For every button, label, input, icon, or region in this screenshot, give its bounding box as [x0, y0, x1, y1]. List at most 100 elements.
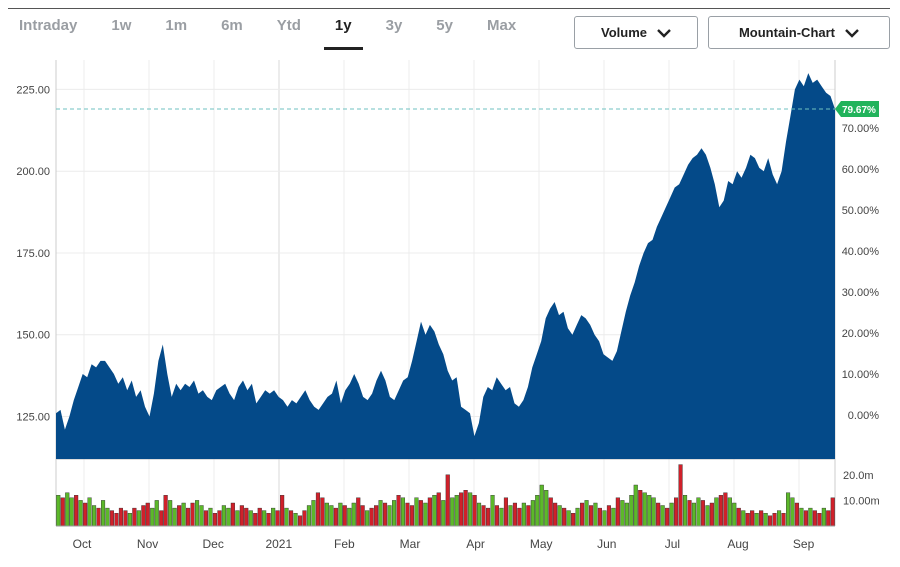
volume-bar	[342, 505, 347, 527]
volume-bar	[239, 505, 244, 527]
volume-bar	[709, 502, 714, 527]
volume-bar	[414, 497, 419, 527]
volume-bar	[602, 510, 607, 527]
range-tab-6m[interactable]: 6m	[221, 17, 243, 34]
volume-bar	[271, 507, 276, 527]
percent-axis: 70.00% 60.00% 50.00% 40.00% 30.00% 20.00% 10.0…	[842, 123, 880, 422]
percent-tick-label: 20.00%	[842, 328, 880, 340]
volume-bar	[472, 495, 477, 527]
volume-bar	[262, 510, 267, 527]
volume-bar	[217, 510, 222, 527]
volume-bar	[87, 497, 92, 527]
price-axis: 225.00 200.00 175.00 150.00 125.00	[16, 84, 50, 423]
volume-bar	[145, 502, 150, 527]
volume-bar	[109, 510, 114, 527]
volume-bar	[347, 507, 352, 527]
volume-bar	[597, 507, 602, 527]
volume-bar	[794, 502, 799, 527]
volume-bar	[584, 500, 589, 527]
volume-bar	[808, 507, 813, 527]
percent-tick-label: 0.00%	[848, 410, 879, 422]
range-tab-1y[interactable]: 1y	[323, 16, 363, 50]
volume-bar	[633, 484, 638, 527]
volume-bar	[526, 505, 531, 527]
volume-bar	[333, 507, 338, 527]
volume-bar	[194, 500, 200, 527]
range-tab-max[interactable]: Max	[486, 17, 517, 34]
volume-bar	[114, 513, 119, 527]
volume-bar	[723, 492, 728, 527]
volume-bar	[700, 500, 705, 527]
volume-bar	[777, 510, 782, 527]
volume-bar	[436, 492, 441, 527]
volume-bar	[642, 492, 647, 527]
price-tick-label: 175.00	[16, 248, 50, 260]
volume-bar	[320, 497, 325, 527]
volume-bar	[566, 510, 571, 527]
volume-bar	[418, 500, 423, 527]
price-tick-label: 125.00	[16, 411, 50, 423]
volume-bar	[118, 507, 123, 527]
volume-bar	[481, 505, 486, 527]
month-label: Apr	[466, 537, 485, 551]
volume-bar	[821, 507, 826, 527]
range-tab-intraday[interactable]: Intraday	[19, 17, 78, 34]
volume-bar	[629, 495, 634, 527]
volume-bar	[65, 492, 70, 527]
volume-bar	[683, 495, 688, 527]
volume-bar	[212, 513, 218, 527]
volume-bar	[275, 510, 280, 527]
volume-bar	[141, 505, 146, 527]
range-tab-ytd[interactable]: Ytd	[276, 17, 301, 34]
volume-bar	[400, 497, 406, 527]
percent-tick-label: 30.00%	[842, 287, 880, 299]
volume-bar	[230, 502, 235, 527]
chart-type-dropdown[interactable]: Mountain-Chart	[708, 16, 890, 49]
volume-bar	[423, 502, 428, 527]
volume-bar	[494, 505, 500, 527]
top-rule	[8, 8, 890, 9]
volume-bar	[199, 505, 204, 527]
volume-dropdown[interactable]: Volume	[574, 16, 698, 49]
volume-bar	[96, 507, 101, 527]
volume-bar	[392, 500, 397, 527]
volume-bar	[718, 495, 723, 527]
volume-bar	[441, 500, 446, 527]
month-label: Nov	[137, 537, 158, 551]
volume-bar	[409, 505, 415, 527]
volume-bar	[284, 507, 289, 527]
month-label: May	[530, 537, 553, 551]
month-label: Jul	[665, 537, 680, 551]
current-change-label: 79.67%	[842, 105, 876, 116]
current-change-badge: 79.67%	[835, 101, 879, 118]
chevron-down-icon	[845, 28, 859, 38]
volume-bar	[517, 507, 522, 527]
volume-bar	[772, 513, 777, 527]
volume-bar	[812, 510, 817, 527]
volume-bar	[266, 513, 271, 527]
range-tab-3y[interactable]: 3y	[385, 17, 403, 34]
volume-bar	[445, 474, 450, 527]
month-label: Dec	[203, 537, 224, 551]
volume-bar	[248, 510, 253, 527]
volume-bar	[687, 500, 692, 527]
volume-bar	[589, 505, 594, 527]
month-label: Aug	[727, 537, 748, 551]
volume-bar	[226, 507, 231, 527]
volume-tick-label: 20.0m	[843, 470, 874, 482]
range-tab-1w[interactable]: 1w	[111, 17, 132, 34]
volume-bar	[732, 502, 737, 527]
volume-bar	[696, 497, 701, 527]
volume-bar	[678, 464, 683, 527]
volume-bar	[365, 510, 370, 527]
volume-bar	[477, 502, 482, 527]
volume-bar	[503, 497, 509, 527]
volume-bar	[56, 495, 61, 527]
volume-bar	[338, 502, 343, 527]
volume-bar	[280, 495, 285, 527]
range-tab-1m[interactable]: 1m	[165, 17, 188, 34]
month-label: Sep	[793, 537, 815, 551]
percent-tick-label: 60.00%	[842, 164, 880, 176]
range-tab-5y[interactable]: 5y	[436, 17, 453, 34]
